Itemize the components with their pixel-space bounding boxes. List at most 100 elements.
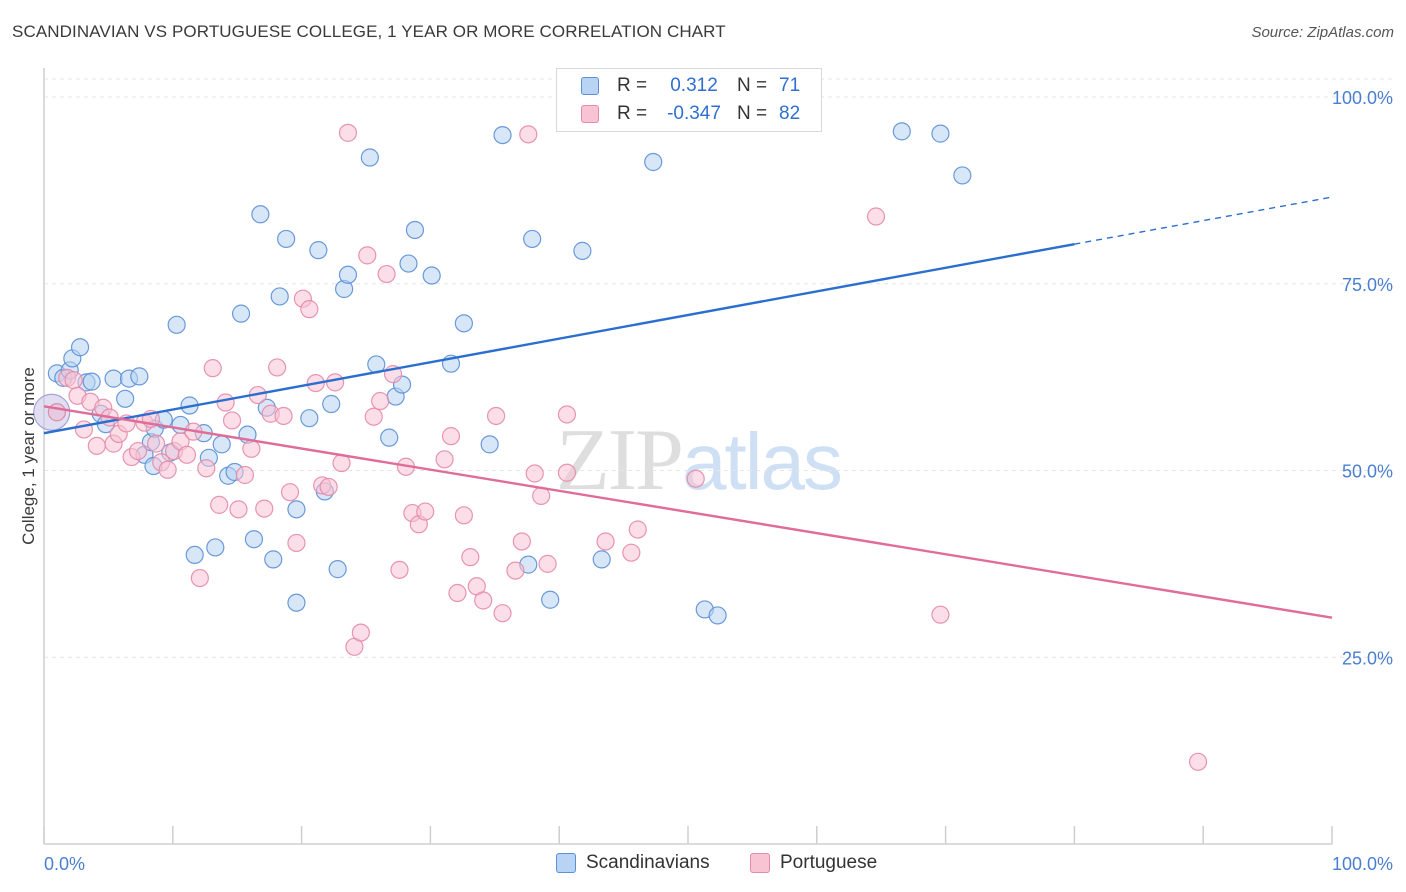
data-point [190, 568, 209, 588]
data-point [70, 338, 90, 357]
legend-n-value: 71 [779, 75, 801, 96]
data-point [866, 207, 886, 226]
data-point [422, 266, 441, 285]
data-point [541, 590, 560, 609]
data-point [448, 583, 467, 603]
legend-item-scandinavians[interactable]: Scandinavians [556, 852, 710, 874]
data-point [229, 500, 248, 519]
data-point [405, 220, 425, 240]
data-point [454, 506, 473, 525]
data-point [493, 604, 512, 623]
trend-lines [43, 196, 1333, 619]
data-point [399, 254, 418, 273]
data-point [116, 389, 135, 408]
data-point [322, 394, 341, 414]
data-point [519, 125, 538, 144]
data-point [512, 532, 531, 551]
x-tick-label-min: 0.0% [44, 854, 85, 874]
legend-item-portuguese[interactable]: Portuguese [750, 852, 877, 874]
data-point [435, 450, 454, 469]
data-point [231, 304, 251, 323]
series-portuguese [47, 123, 1208, 771]
data-point [280, 483, 300, 502]
data-point [197, 459, 216, 478]
data-point [557, 463, 577, 482]
data-point [274, 406, 293, 426]
legend-row-scandinavians: R = 0.312 N = 71 [581, 73, 800, 99]
data-point [931, 124, 950, 143]
legend-swatch-portuguese [750, 853, 770, 873]
data-point [523, 229, 542, 249]
data-point [300, 300, 319, 319]
axes [43, 68, 1332, 845]
data-point [185, 545, 204, 565]
grid-lines [44, 78, 1392, 658]
data-point [300, 409, 319, 428]
data-point [309, 241, 328, 260]
data-point [251, 205, 270, 224]
y-tick-label: 50.0% [1342, 462, 1393, 482]
data-point [216, 393, 235, 412]
data-point [506, 561, 525, 580]
data-point [596, 532, 615, 551]
data-point [454, 314, 473, 333]
data-point [364, 407, 383, 426]
data-point [480, 435, 499, 454]
data-point [244, 530, 264, 549]
data-point [222, 411, 242, 430]
data-point [255, 499, 274, 518]
data-point [146, 434, 166, 453]
y-axis-label: College, 1 year or more [19, 367, 38, 545]
y-tick-labels: 25.0% 50.0% 75.0% 100.0% [1332, 88, 1393, 668]
data-point [287, 500, 306, 519]
data-point [557, 405, 577, 424]
data-point [206, 538, 225, 557]
data-point [573, 241, 592, 260]
data-point [210, 495, 229, 514]
data-point [390, 560, 409, 579]
data-point [592, 550, 611, 569]
trend-line-portuguese [43, 405, 1333, 619]
legend-swatch-blue [581, 77, 599, 95]
data-point [708, 606, 727, 625]
data-point [371, 391, 390, 411]
data-point [525, 464, 544, 483]
chart-title: SCANDINAVIAN VS PORTUGUESE COLLEGE, 1 YE… [12, 22, 726, 41]
data-point [325, 373, 345, 392]
data-point [64, 371, 83, 390]
y-tick-label: 25.0% [1342, 648, 1393, 668]
data-point [104, 369, 123, 388]
legend-swatch-pink [581, 105, 599, 123]
data-point [1188, 752, 1208, 771]
y-tick-label: 75.0% [1342, 275, 1393, 295]
data-point [474, 591, 493, 610]
data-point [644, 152, 663, 172]
data-point [87, 436, 106, 455]
data-point [338, 265, 358, 284]
data-point [493, 125, 512, 145]
x-tick-marks [43, 826, 1333, 844]
data-point [892, 122, 911, 141]
data-point [130, 367, 149, 386]
data-point [686, 469, 705, 488]
data-point [82, 372, 101, 391]
data-point [277, 229, 296, 249]
watermark-atlas: atlas [682, 417, 843, 506]
data-point [351, 623, 370, 642]
legend-row-portuguese: R = -0.347 N = 82 [581, 101, 800, 127]
legend-n-label: N = [737, 103, 768, 124]
legend-r-value: 0.312 [670, 75, 718, 96]
data-point [441, 427, 461, 446]
trend-line-scandinavians [43, 242, 1075, 435]
data-point [212, 435, 231, 454]
data-point [177, 445, 197, 464]
data-point [358, 246, 377, 265]
legend-r-label: R = [617, 75, 648, 96]
chart-source: Source: ZipAtlas.com [1251, 24, 1394, 41]
data-point [486, 406, 506, 426]
data-point [128, 441, 148, 461]
legend-label-portuguese: Portuguese [780, 852, 878, 873]
data-point [931, 605, 950, 624]
data-point [268, 358, 287, 377]
